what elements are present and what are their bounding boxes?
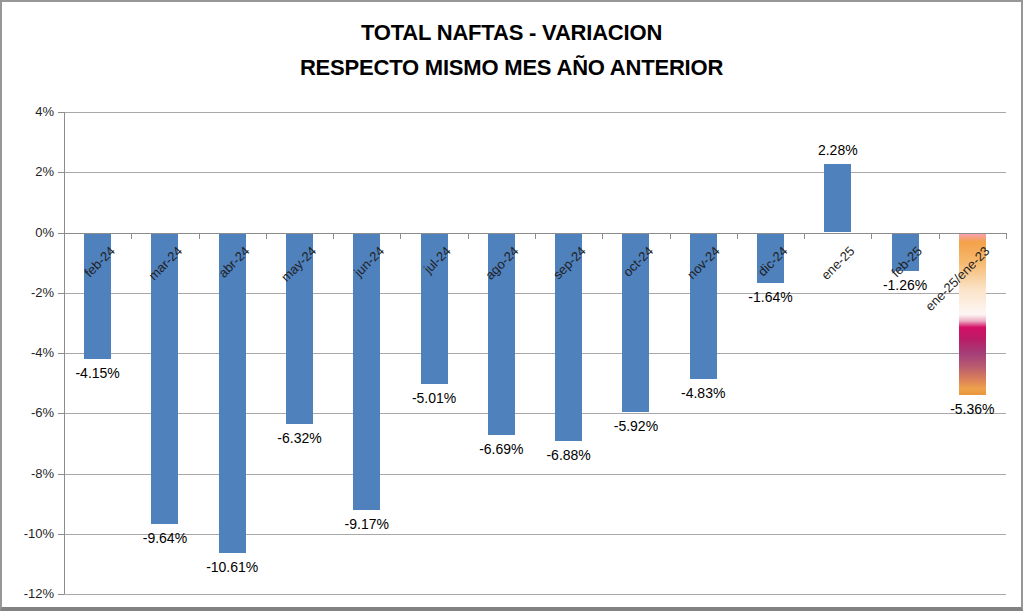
x-axis-tick (199, 233, 200, 239)
x-axis-tick (602, 233, 603, 239)
bar-abr-24 (219, 234, 246, 554)
chart-title: TOTAL NAFTAS - VARIACION RESPECTO MISMO … (2, 15, 1021, 85)
x-axis-tick (804, 233, 805, 239)
value-label-oct-24: -5.92% (576, 418, 696, 434)
y-gridline (64, 594, 1006, 595)
y-axis-label: 0% (2, 224, 54, 242)
y-axis-label: -2% (2, 284, 54, 302)
y-axis-label: 2% (2, 163, 54, 181)
value-label-abr-24: -10.61% (172, 559, 292, 575)
y-axis-label: 4% (2, 103, 54, 121)
y-axis-label: -6% (2, 404, 54, 422)
value-label-mar-24: -9.64% (105, 530, 225, 546)
y-axis-label: -8% (2, 465, 54, 483)
bar-chart: TOTAL NAFTAS - VARIACION RESPECTO MISMO … (0, 0, 1023, 611)
x-axis-tick (266, 233, 267, 239)
chart-title-line1: TOTAL NAFTAS - VARIACION (2, 15, 1021, 50)
value-label-jul-24: -5.01% (374, 390, 494, 406)
value-label-feb-24: -4.15% (38, 365, 158, 381)
y-gridline (64, 413, 1006, 414)
value-label-ene-25/ene-23: -5.36% (912, 401, 1023, 417)
y-axis-label: -10% (2, 525, 54, 543)
x-axis-tick (737, 233, 738, 239)
y-gridline (64, 172, 1006, 173)
value-label-jun-24: -9.17% (307, 516, 427, 532)
x-axis-tick (535, 233, 536, 239)
y-axis-label: -4% (2, 344, 54, 362)
value-label-may-24: -6.32% (240, 430, 360, 446)
x-axis-tick (1006, 233, 1007, 239)
value-label-ene-25: 2.28% (778, 142, 898, 158)
y-axis-label: -12% (2, 585, 54, 603)
bar-ene-25 (824, 164, 851, 233)
chart-title-line2: RESPECTO MISMO MES AÑO ANTERIOR (2, 50, 1021, 85)
x-axis-tick (64, 233, 65, 239)
x-axis-tick (468, 233, 469, 239)
x-axis-tick (400, 233, 401, 239)
x-axis-tick (939, 233, 940, 239)
value-label-dic-24: -1.64% (711, 289, 831, 305)
x-axis-tick (333, 233, 334, 239)
y-gridline (64, 112, 1006, 113)
value-label-sep-24: -6.88% (509, 447, 629, 463)
y-gridline (64, 474, 1006, 475)
x-axis-tick (871, 233, 872, 239)
y-axis-line (64, 112, 65, 594)
x-axis-tick (670, 233, 671, 239)
y-axis-tick (58, 594, 64, 595)
y-gridline (64, 353, 1006, 354)
value-label-nov-24: -4.83% (643, 385, 763, 401)
x-axis-tick (131, 233, 132, 239)
